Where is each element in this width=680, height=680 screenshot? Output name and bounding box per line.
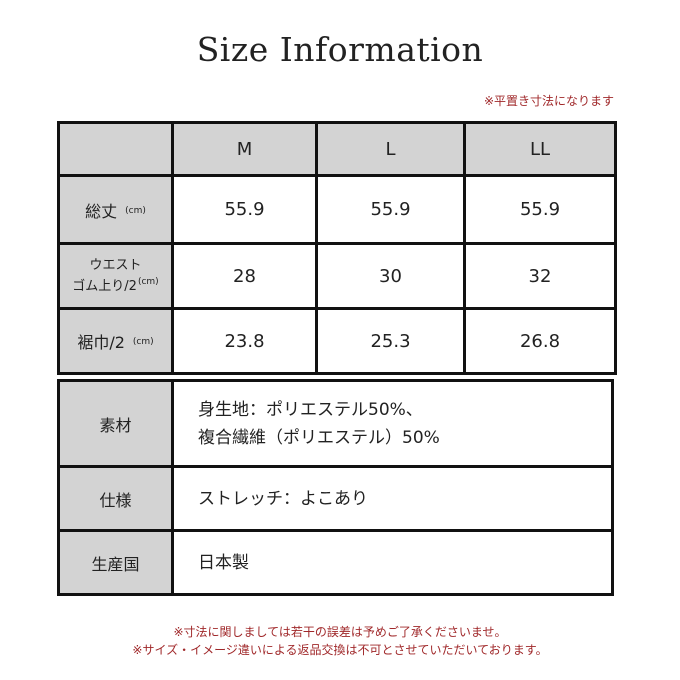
- size-table: M L LL 総丈 (cm) 55.9 55.9 55.9 ウエスト ゴム上り/2(…: [57, 121, 617, 375]
- spec-row-origin: 生産国 日本製: [57, 529, 614, 596]
- cell: 55.9: [171, 174, 318, 245]
- cell: 55.9: [315, 174, 466, 245]
- unit-text: (cm): [125, 205, 146, 216]
- header-empty: [57, 121, 174, 177]
- table-row: 総丈 (cm) 55.9 55.9 55.9: [57, 174, 617, 245]
- cell: 28: [171, 242, 318, 310]
- footer-note: ※寸法に関しましては若干の誤差は予めご了承くださいませ。: [173, 625, 507, 639]
- cell: 26.8: [463, 307, 617, 375]
- cell: 30: [315, 242, 466, 310]
- spec-row-material: 素材 身生地：ポリエステル50%、 複合繊維（ポリエステル）50%: [57, 379, 614, 468]
- spec-value: 身生地：ポリエステル50%、 複合繊維（ポリエステル）50%: [171, 379, 614, 468]
- unit-text: (cm): [137, 277, 159, 287]
- header-size-l: L: [315, 121, 466, 177]
- spec-table: 素材 身生地：ポリエステル50%、 複合繊維（ポリエステル）50% 仕様 ストレッ…: [57, 379, 614, 596]
- table-row: 裾巾/2 (cm) 23.8 25.3 26.8: [57, 307, 617, 375]
- label-text: 裾巾/2: [77, 333, 125, 352]
- row-label: ウエストゴム上り/2(cm): [57, 242, 174, 310]
- spec-label: 生産国: [57, 529, 174, 596]
- page-title: Size Information: [196, 30, 484, 69]
- row-label: 総丈 (cm): [57, 174, 174, 245]
- spec-value: 日本製: [171, 529, 614, 596]
- spec-label: 仕様: [57, 465, 174, 532]
- cell: 55.9: [463, 174, 617, 245]
- cell: 25.3: [315, 307, 466, 375]
- spec-value: ストレッチ：よこあり: [171, 465, 614, 532]
- header-row: M L LL: [57, 121, 617, 177]
- spec-value-line: 複合繊維（ポリエステル）50%: [198, 427, 440, 448]
- spec-row-spec: 仕様 ストレッチ：よこあり: [57, 465, 614, 532]
- cell: 32: [463, 242, 617, 310]
- label-text: ウエスト: [89, 258, 142, 273]
- footer-notes: ※寸法に関しましては若干の誤差は予めご了承くださいませ。 ※サイズ・イメージ違い…: [0, 623, 680, 659]
- spec-value-line: 身生地：ポリエステル50%、: [198, 399, 423, 420]
- label-text: 総丈: [85, 201, 118, 221]
- cell: 23.8: [171, 307, 318, 375]
- header-size-m: M: [171, 121, 318, 177]
- label-text: ゴム上り/2: [72, 279, 137, 294]
- row-label: 裾巾/2 (cm): [57, 307, 174, 375]
- table-row: ウエストゴム上り/2(cm) 28 30 32: [57, 242, 617, 310]
- unit-text: (cm): [132, 337, 154, 347]
- measurement-note: ※平置き寸法になります: [483, 94, 614, 108]
- spec-label: 素材: [57, 379, 174, 468]
- header-size-ll: LL: [463, 121, 617, 177]
- footer-note: ※サイズ・イメージ違いによる返品交換は不可とさせていただいております。: [132, 643, 548, 657]
